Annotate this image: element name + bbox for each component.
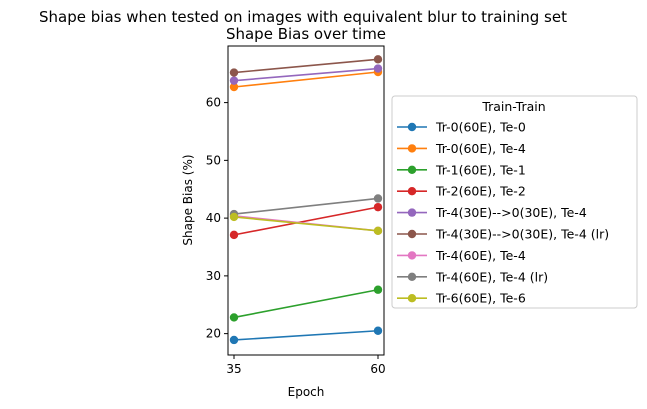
data-point xyxy=(229,82,239,92)
chart-suptitle: Shape bias when tested on images with eq… xyxy=(39,8,567,26)
series-line xyxy=(233,71,379,88)
legend-entries: Tr-0(60E), Te-0 Tr-0(60E), Te-4 Tr-1(60E),… xyxy=(397,120,609,306)
data-point xyxy=(373,226,383,236)
x-tick-label: 60 xyxy=(370,362,385,376)
legend-label: Tr-0(60E), Te-4 xyxy=(435,141,526,156)
series-line xyxy=(233,67,379,82)
series-line xyxy=(233,329,379,341)
data-point xyxy=(229,313,239,322)
plot-frame xyxy=(227,45,385,356)
data-point xyxy=(373,64,383,73)
series-line xyxy=(233,216,379,232)
data-point xyxy=(373,326,383,335)
data-point xyxy=(373,202,383,212)
legend-title: Train-Train xyxy=(481,99,545,114)
x-axis-label: Epoch xyxy=(288,385,325,399)
series-lines xyxy=(229,55,383,345)
legend-marker xyxy=(407,272,417,281)
data-point xyxy=(373,55,383,64)
legend: Train-Train Tr-0(60E), Te-0Tr-0(60E), Te… xyxy=(391,95,638,309)
legend-label: Tr-4(60E), Te-4 xyxy=(435,248,526,263)
y-axis-label: Shape Bias (%) xyxy=(181,154,195,245)
data-point xyxy=(373,285,383,294)
legend-marker xyxy=(407,187,417,196)
legend-label: Tr-4(60E), Te-4 (lr) xyxy=(435,269,548,284)
chart-title: Shape Bias over time xyxy=(226,25,386,43)
data-point xyxy=(229,68,239,77)
legend-marker xyxy=(407,122,417,132)
legend-marker xyxy=(407,294,417,303)
legend-marker xyxy=(407,165,417,174)
y-tick-label: 40 xyxy=(206,211,221,225)
x-axis-ticks: 35 60 xyxy=(226,355,386,376)
data-point xyxy=(229,212,239,222)
legend-marker xyxy=(407,251,417,260)
legend-label: Tr-4(30E)-->0(30E), Te-4 xyxy=(435,205,587,220)
legend-frame xyxy=(391,95,638,309)
data-point xyxy=(373,194,383,203)
data-point xyxy=(229,230,239,240)
series-line xyxy=(233,206,379,236)
legend-marker xyxy=(407,144,417,153)
series-line xyxy=(233,197,379,215)
legend-label: Tr-2(60E), Te-2 xyxy=(435,184,526,199)
series-line xyxy=(233,58,379,74)
legend-label: Tr-6(60E), Te-6 xyxy=(435,291,526,306)
x-tick-label: 35 xyxy=(226,362,241,376)
y-tick-label: 60 xyxy=(206,96,221,110)
y-tick-label: 20 xyxy=(206,327,221,341)
data-point xyxy=(229,335,239,345)
legend-label: Tr-4(30E)-->0(30E), Te-4 (lr) xyxy=(435,227,609,242)
legend-label: Tr-1(60E), Te-1 xyxy=(435,162,526,177)
y-axis-ticks: 20 30 40 50 60 xyxy=(206,96,228,341)
data-point xyxy=(229,76,239,85)
plot-area: 20 30 40 50 60 35 60 xyxy=(206,45,386,376)
y-tick-label: 50 xyxy=(206,153,221,167)
legend-marker xyxy=(407,229,417,239)
y-tick-label: 30 xyxy=(206,269,221,283)
legend-label: Tr-0(60E), Te-0 xyxy=(435,120,526,135)
series-line xyxy=(233,288,379,319)
legend-marker xyxy=(407,208,417,217)
